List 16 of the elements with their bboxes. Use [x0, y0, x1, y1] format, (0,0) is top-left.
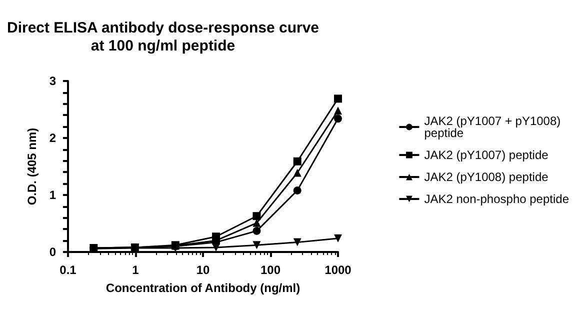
x-axis-title: Concentration of Antibody (ng/ml)	[106, 281, 300, 295]
legend-label: JAK2 (pY1007) peptide	[424, 148, 549, 162]
y-tick-label: 3	[49, 74, 56, 88]
x-tick-label: 1	[132, 263, 140, 277]
legend-label: JAK2 non-phospho peptide	[424, 192, 570, 206]
y-tick-label: 1	[49, 188, 56, 202]
legend-label: JAK2 (pY1007 + pY1008) peptide	[424, 114, 564, 140]
chart-title: Direct ELISA antibody dose-response curve at 100 ng/ml peptide	[6, 20, 320, 54]
x-tick-label: 10	[196, 263, 210, 277]
x-tick-label: 0.1	[60, 263, 77, 277]
y-tick-label: 2	[49, 131, 56, 145]
x-tick-label: 1000	[324, 263, 352, 277]
legend-label: JAK2 (pY1008) peptide	[424, 170, 549, 184]
y-tick-label: 0	[49, 245, 56, 259]
x-tick-label: 100	[260, 263, 281, 277]
y-axis-title: O.D. (405 nm)	[25, 128, 39, 206]
